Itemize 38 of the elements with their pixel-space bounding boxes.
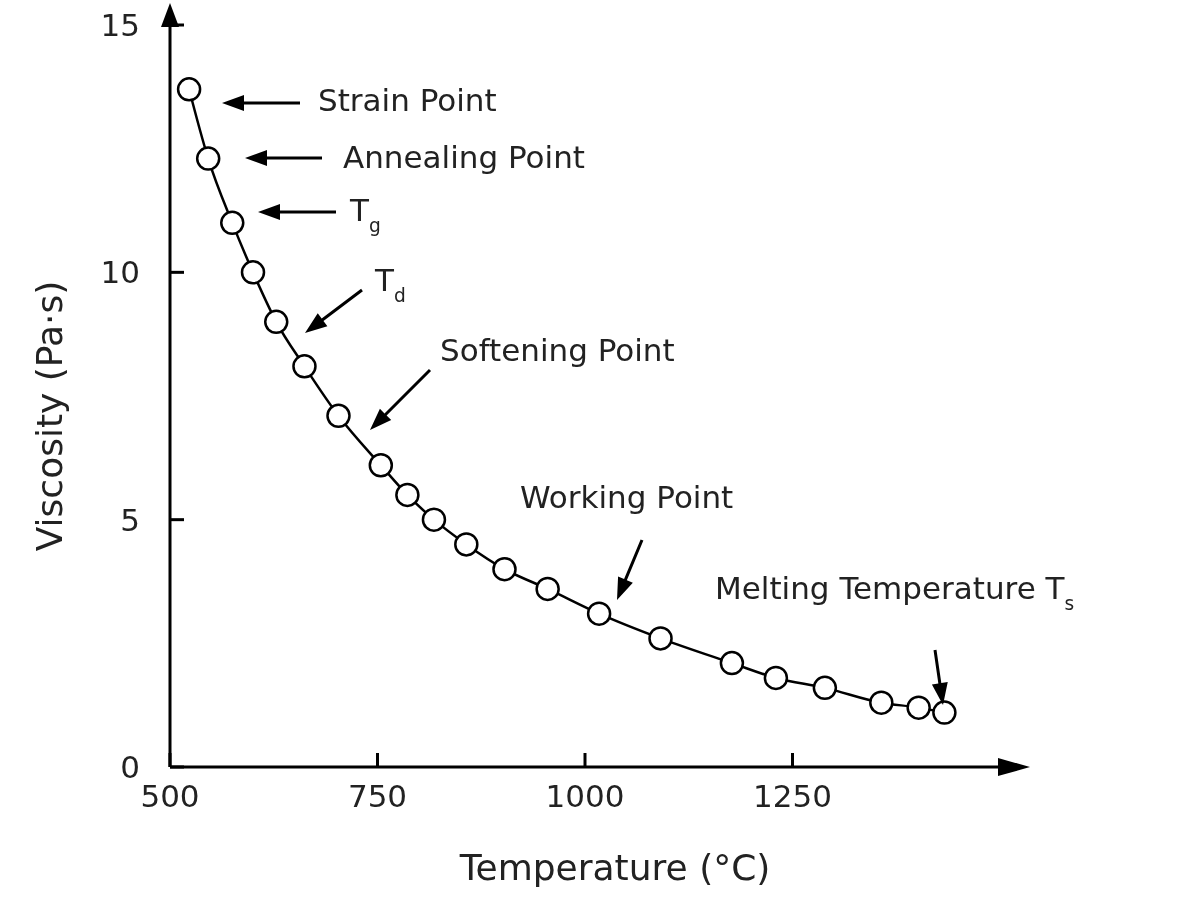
point [492, 556, 517, 582]
annotation: Softening Point [440, 331, 675, 368]
x-tick-label: 1000 [545, 778, 625, 814]
point [586, 601, 612, 626]
point [395, 482, 420, 508]
point [454, 532, 479, 557]
x-tick-label: 1250 [753, 778, 832, 814]
point [368, 453, 394, 478]
annotation: Strain Point [318, 81, 497, 118]
point [763, 665, 789, 691]
annotation: T$_{g}$ [349, 191, 381, 236]
point [535, 576, 560, 602]
y-axis-title: Viscosity (Pa·s) [29, 280, 70, 552]
y-tick-label: 5 [120, 501, 140, 538]
x-tick-label: 500 [140, 778, 200, 814]
point [719, 650, 745, 676]
point [421, 507, 447, 532]
point [932, 700, 957, 725]
y-tick-label: 10 [100, 254, 140, 291]
y-tick-label: 0 [120, 748, 140, 785]
point [195, 146, 221, 171]
y-tick-label: 15 [100, 6, 140, 43]
x-axis-title: Temperature (°C) [458, 847, 771, 888]
point [326, 403, 351, 429]
annotation: T$_{d}$ [374, 261, 406, 306]
point [240, 260, 266, 285]
point [220, 210, 245, 236]
annotation: Annealing Point [343, 138, 585, 175]
x-tick-label: 750 [347, 778, 408, 814]
point [292, 354, 317, 379]
annotation: Melting Temperature T$_{s}$ [715, 569, 1075, 614]
annotation: Working Point [520, 478, 734, 515]
point [648, 626, 673, 651]
point [812, 675, 838, 701]
point [263, 309, 289, 335]
point [869, 690, 894, 715]
point [176, 77, 202, 102]
point [906, 695, 931, 720]
